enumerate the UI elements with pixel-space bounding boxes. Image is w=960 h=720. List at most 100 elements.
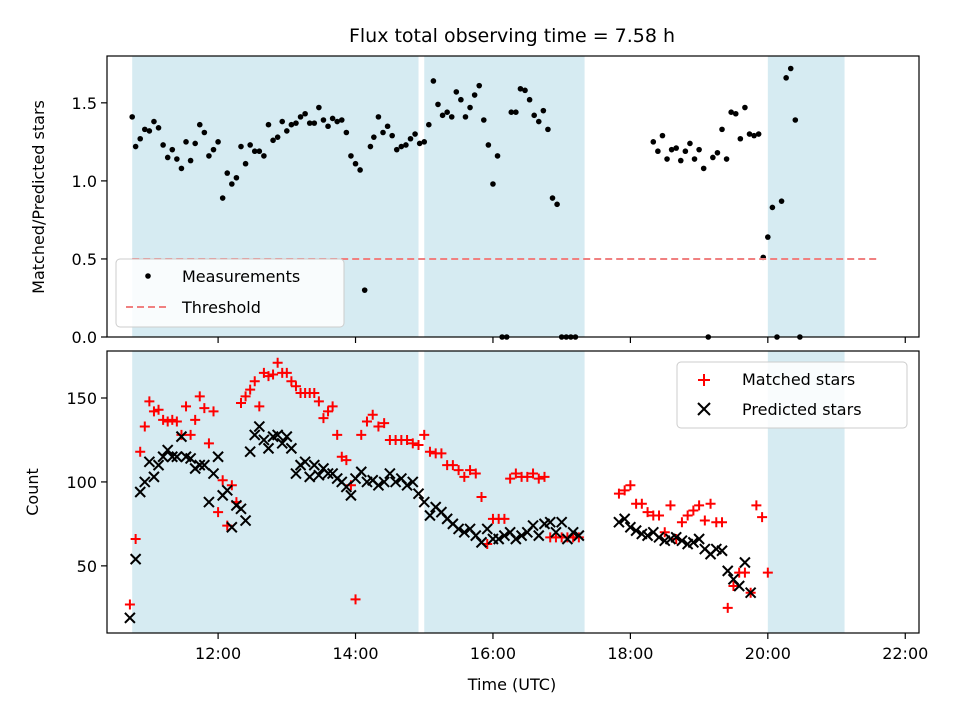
measurement-point — [517, 85, 524, 92]
measurement-point — [265, 121, 272, 128]
measurement-point — [732, 110, 739, 117]
measurement-point — [219, 195, 226, 201]
measurement-point — [435, 101, 441, 108]
measurement-point — [467, 104, 473, 111]
matched-star-point — [459, 471, 470, 482]
measurement-point — [196, 121, 203, 128]
predicted-star-point — [226, 521, 238, 533]
x-tick-label: 22:00 — [882, 644, 928, 663]
matched-star-point — [208, 406, 219, 417]
predicted-star-point — [641, 529, 654, 542]
measurement-point — [238, 143, 244, 150]
matched-star-point — [139, 421, 150, 432]
predicted-star-point — [475, 536, 488, 549]
matched-star-point — [148, 406, 159, 417]
predicted-star-point — [544, 516, 556, 528]
matched-star-point — [465, 465, 476, 476]
measurement-point — [261, 153, 267, 159]
matched-star-point — [181, 401, 192, 412]
predicted-star-point — [271, 429, 284, 441]
matched-star-point — [313, 396, 324, 407]
predicted-star-point — [670, 531, 682, 544]
measurement-point — [361, 287, 368, 293]
predicted-star-point — [498, 529, 511, 542]
measurement-point — [412, 131, 418, 137]
predicted-star-point — [458, 526, 471, 538]
matched-star-point — [240, 391, 251, 402]
predicted-star-point — [258, 434, 270, 446]
matched-star-point — [309, 387, 320, 398]
predicted-star-point — [355, 466, 367, 478]
measurement-point — [462, 114, 469, 120]
predicted-star-point — [550, 526, 562, 538]
matched-star-point — [203, 438, 214, 449]
predicted-star-point — [166, 451, 178, 463]
measurement-point — [320, 117, 327, 123]
matched-star-point — [688, 505, 699, 516]
measurement-point — [169, 146, 176, 153]
matched-star-point — [659, 527, 670, 538]
measurement-point — [687, 140, 693, 147]
matched-star-point — [286, 376, 297, 387]
measurement-point — [448, 114, 455, 120]
predicted-star-point — [308, 459, 321, 471]
measurement-point — [755, 131, 762, 137]
top-shaded-region — [767, 56, 845, 337]
measurement-point — [554, 201, 560, 208]
measurement-point — [792, 117, 799, 123]
predicted-star-point — [372, 479, 385, 491]
matched-star-point — [213, 507, 224, 518]
matched-star-point — [528, 468, 539, 479]
measurement-point — [375, 114, 382, 120]
matched-star-point — [350, 594, 361, 605]
matched-star-point — [185, 429, 196, 440]
matched-star-point — [341, 455, 352, 466]
measurement-point — [700, 165, 707, 172]
measurement-point — [256, 148, 263, 155]
predicted-star-point — [299, 456, 311, 468]
matched-star-point — [505, 473, 516, 484]
measurement-point — [458, 96, 464, 103]
measurement-point — [224, 170, 231, 176]
predicted-star-point — [573, 529, 585, 542]
measurement-point — [151, 118, 157, 125]
measurement-point — [183, 139, 189, 145]
measurement-point — [540, 107, 547, 114]
measurement-point — [270, 137, 276, 144]
matched-star-point — [124, 599, 135, 610]
measurement-point — [439, 112, 446, 119]
bottom-data-marks — [124, 357, 773, 624]
matched-star-point — [367, 409, 378, 420]
measurement-point — [389, 132, 395, 139]
top-x-ticks — [217, 337, 906, 343]
measurement-point — [348, 153, 354, 159]
predicted-star-point — [613, 516, 625, 528]
measurement-point — [210, 146, 217, 153]
matched-star-point — [263, 371, 274, 382]
matched-star-point — [625, 480, 636, 491]
measurement-point — [430, 78, 437, 84]
top-y-tick-label: 1.5 — [72, 94, 97, 113]
predicted-star-point — [744, 587, 757, 599]
measurement-point — [723, 156, 730, 162]
measurement-point — [668, 146, 675, 153]
measurement-point — [201, 129, 208, 136]
matched-star-point — [705, 498, 716, 509]
predicted-star-point — [221, 484, 233, 497]
predicted-star-point — [157, 451, 169, 463]
matched-star-point — [453, 465, 464, 476]
predicted-star-point — [481, 523, 493, 535]
predicted-star-point — [533, 529, 545, 542]
measurement-point — [526, 96, 533, 103]
predicted-star-point — [676, 534, 688, 547]
matched-star-point — [135, 446, 146, 457]
predicted-star-point — [412, 487, 425, 500]
predicted-star-point — [198, 459, 211, 471]
predicted-star-point — [618, 513, 631, 525]
predicted-star-point — [281, 430, 293, 443]
measurement-point — [765, 234, 771, 240]
predicted-star-point — [630, 524, 642, 537]
measurement-point — [535, 118, 542, 125]
bottom-shaded-region — [132, 351, 419, 633]
